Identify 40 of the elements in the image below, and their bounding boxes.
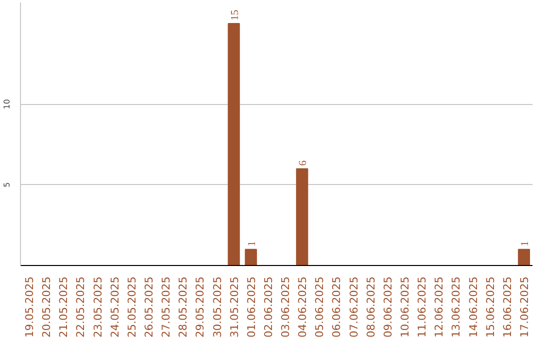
x-tick-label: 25.05.2025: [125, 276, 138, 338]
bar: [228, 22, 240, 266]
x-tick-label: 09.06.2025: [381, 276, 394, 338]
bar: [518, 248, 530, 266]
x-tick-label: 13.06.2025: [450, 276, 463, 338]
x-tick-label: 10.06.2025: [398, 276, 412, 338]
x-tick-label: 19.05.2025: [23, 276, 36, 338]
x-tick-label: 15.06.2025: [484, 276, 497, 338]
x-tick-label: 22.05.2025: [74, 276, 88, 338]
y-tick-label: 10: [2, 99, 12, 110]
x-tick-label: 01.06.2025: [244, 276, 258, 338]
bar: [296, 168, 308, 266]
x-tick-label: 26.05.2025: [142, 276, 156, 338]
x-tick-label: 17.06.2025: [518, 276, 531, 338]
x-tick-label: 12.06.2025: [432, 276, 446, 338]
x-tick-label: 05.06.2025: [313, 276, 326, 338]
x-tick-label: 20.05.2025: [40, 276, 54, 338]
data-label: 15: [230, 10, 241, 20]
x-tick-label: 11.06.2025: [416, 276, 429, 338]
x-tick-label: 21.05.2025: [57, 276, 70, 338]
x-tick-label: 08.06.2025: [364, 276, 378, 338]
x-tick-label: 16.06.2025: [500, 276, 514, 338]
x-tick-label: 02.06.2025: [262, 276, 275, 338]
x-tick-label: 23.05.2025: [91, 276, 104, 338]
x-tick-label: 29.05.2025: [194, 276, 207, 338]
x-tick-label: 28.05.2025: [176, 276, 190, 338]
data-label: 1: [520, 241, 531, 246]
x-tick-label: 06.06.2025: [330, 276, 344, 338]
x-tick-label: 30.05.2025: [210, 276, 224, 338]
x-tick-label: 27.05.2025: [160, 276, 173, 338]
x-tick-label: 24.05.2025: [108, 276, 122, 338]
x-tick-label: 03.06.2025: [279, 276, 292, 338]
x-tick-label: 07.06.2025: [347, 276, 360, 338]
data-label: 6: [298, 160, 310, 166]
y-tick-label: 5: [2, 182, 12, 188]
data-label: 1: [246, 241, 258, 246]
x-tick-label: 31.05.2025: [228, 276, 241, 338]
bar: [244, 248, 257, 266]
x-tick-label: 04.06.2025: [296, 276, 310, 338]
x-tick-label: 14.06.2025: [466, 276, 480, 338]
